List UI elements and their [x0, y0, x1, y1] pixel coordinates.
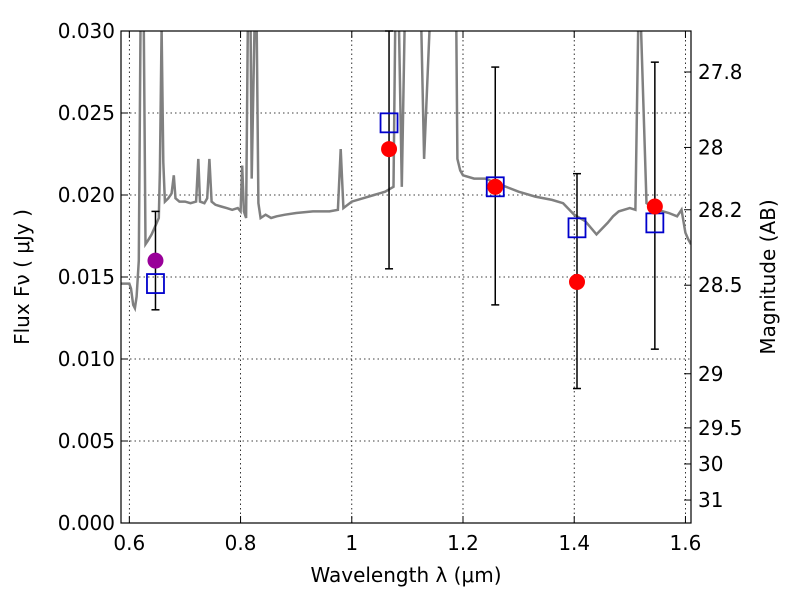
- x-tick-label: 0.8: [225, 531, 257, 555]
- plot-area: [121, 30, 691, 390]
- x-axis-label: Wavelength λ (μm): [310, 563, 501, 587]
- observed-flux-point: [381, 141, 398, 158]
- x-tick-label: 1.2: [447, 531, 479, 555]
- x-tick-label: 1: [345, 531, 358, 555]
- right-tick-label: 29.5: [698, 416, 743, 440]
- model-photometry-square: [567, 217, 587, 239]
- right-tick-label: 29: [698, 362, 723, 386]
- y-tick-label: 0.010: [58, 347, 115, 371]
- right-tick-label: 31: [698, 488, 723, 512]
- observed-flux-point: [147, 252, 164, 269]
- right-tick-label: 30: [698, 452, 723, 476]
- x-tick-label: 1.6: [670, 531, 702, 555]
- y-tick-label: 0.005: [58, 429, 115, 453]
- observed-flux-point: [487, 178, 504, 195]
- model-photometry-square: [485, 176, 505, 198]
- right-tick-label: 27.8: [698, 60, 743, 84]
- y-tick-label: 0.015: [58, 265, 115, 289]
- model-photometry-square: [146, 273, 165, 294]
- right-tick-label: 28: [698, 135, 723, 159]
- spectrum-line: [121, 31, 691, 313]
- y-tick-label: 0.030: [58, 19, 115, 43]
- model-photometry-square: [379, 112, 399, 134]
- observed-flux-point: [646, 198, 663, 215]
- grid-lines: [121, 31, 691, 523]
- y-tick-label: 0.025: [58, 101, 115, 125]
- right-tick-label: 28.5: [698, 273, 743, 297]
- right-axis-label: Magnitude (AB): [756, 199, 780, 354]
- y-tick-label: 0.000: [58, 511, 115, 535]
- axis-ticks: 0.6 0.8 1 1.2 1.4 1.6 0.000 0.005 0.010 0.015 0.02…: [58, 19, 743, 555]
- y-tick-label: 0.020: [58, 183, 115, 207]
- x-tick-label: 1.4: [558, 531, 590, 555]
- observed-flux-point: [569, 273, 585, 290]
- y-axis-label: Flux Fν ( μJy ): [10, 209, 34, 345]
- right-tick-label: 28.2: [698, 198, 743, 222]
- x-tick-label: 0.6: [113, 531, 145, 555]
